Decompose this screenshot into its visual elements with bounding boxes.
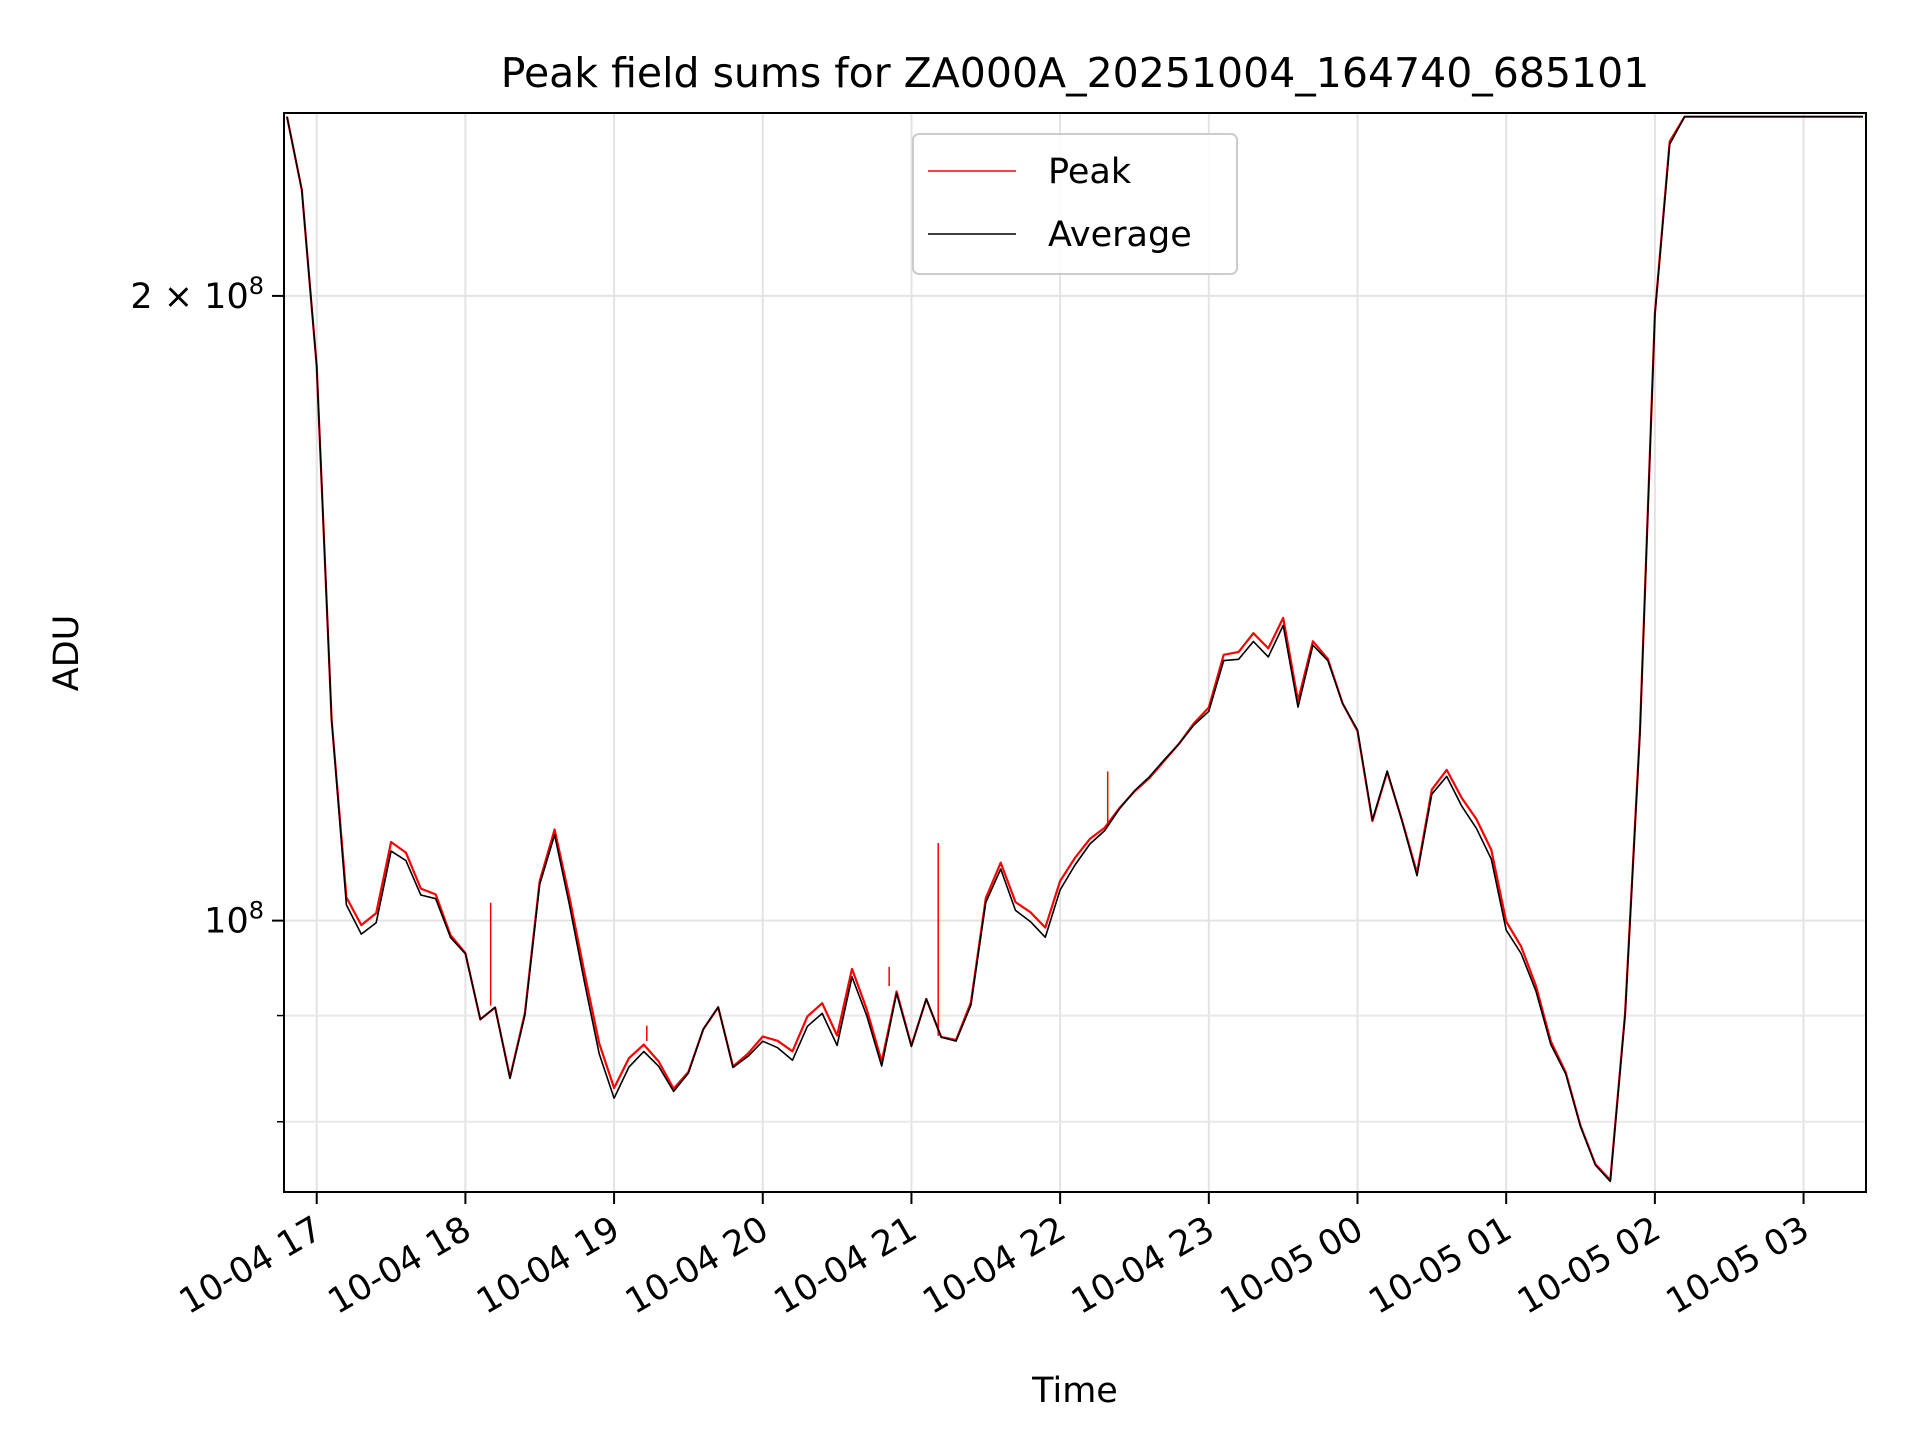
grid-lines (284, 113, 1866, 1192)
series-lines (285, 115, 1863, 1183)
plot-frame (283, 112, 1867, 1193)
y-tick-label: 108 (204, 897, 264, 942)
x-axis-label: Time (1031, 1371, 1118, 1411)
legend-label-average: Average (1048, 215, 1192, 255)
y-tick-label: 2 × 108 (130, 272, 264, 317)
y-axis-label: ADU (47, 615, 87, 692)
legend-label-peak: Peak (1048, 152, 1132, 192)
chart-title: Peak field sums for ZA000A_20251004_1647… (501, 49, 1650, 97)
legend-box (912, 133, 1238, 275)
y-axis-ticks: 108 2 × 108 (130, 272, 284, 1123)
legend: Peak Average (912, 133, 1238, 275)
series-line-average (286, 115, 1863, 1183)
